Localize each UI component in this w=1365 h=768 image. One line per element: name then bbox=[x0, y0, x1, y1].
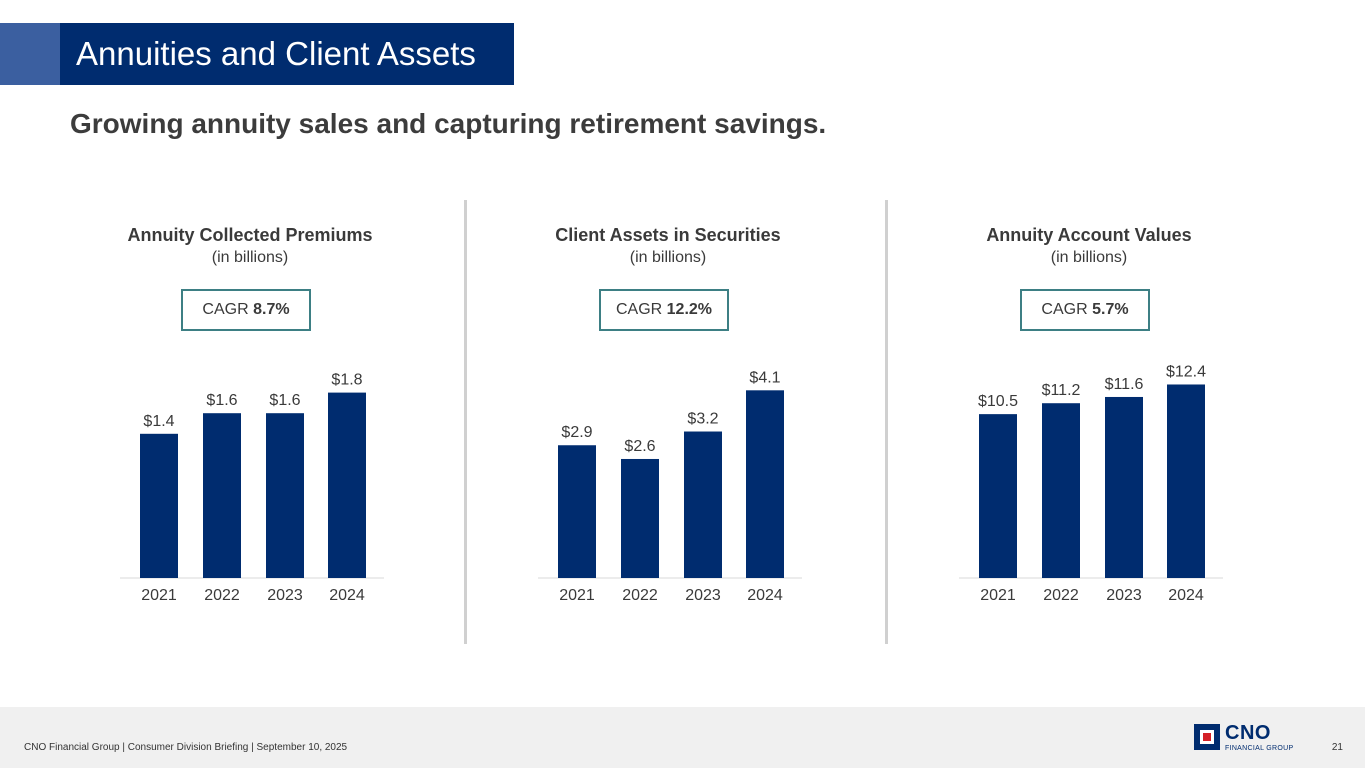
slide-subtitle: Growing annuity sales and capturing reti… bbox=[70, 108, 827, 139]
bar-chart: $10.5 2021 $11.2 2022 $11.6 2023 $12.4 2024 bbox=[959, 363, 1223, 604]
data-label: $1.6 bbox=[206, 392, 237, 409]
chart-panel-account-values: Annuity Account Values (in billions) CAG… bbox=[879, 222, 1299, 622]
x-tick-label: 2023 bbox=[1106, 587, 1142, 604]
chart-title: Annuity Account Values bbox=[986, 225, 1192, 245]
chart-panel-client-assets: Client Assets in Securities (in billions… bbox=[458, 222, 878, 622]
x-tick-label: 2024 bbox=[747, 587, 783, 604]
bar-2024 bbox=[328, 392, 366, 578]
cagr-value: 5.7% bbox=[1092, 301, 1129, 318]
chart-title: Annuity Collected Premiums bbox=[127, 225, 373, 245]
x-tick-label: 2022 bbox=[622, 587, 658, 604]
cagr-label: CAGR bbox=[1041, 301, 1088, 318]
footer-text: CNO Financial Group | Consumer Division … bbox=[24, 742, 348, 753]
data-label: $1.8 bbox=[331, 372, 362, 389]
x-tick-label: 2021 bbox=[559, 587, 595, 604]
page-number: 21 bbox=[1331, 742, 1343, 753]
cagr-box: CAGR 5.7% bbox=[1020, 289, 1150, 331]
chart-subtitle: (in billions) bbox=[1050, 249, 1128, 266]
data-label: $11.6 bbox=[1105, 376, 1144, 393]
cagr-label: CAGR bbox=[202, 301, 249, 318]
x-tick-label: 2021 bbox=[980, 587, 1016, 604]
x-tick-label: 2024 bbox=[329, 587, 365, 604]
logo-subtitle: FINANCIAL GROUP bbox=[1225, 745, 1294, 752]
cno-logo-icon bbox=[1194, 724, 1220, 750]
cagr-box: CAGR 8.7% bbox=[181, 289, 311, 331]
cagr-box: CAGR 12.2% bbox=[599, 289, 729, 331]
chart-subtitle: (in billions) bbox=[629, 249, 707, 266]
title-accent-block bbox=[0, 23, 60, 85]
bar-chart: $2.9 2021 $2.6 2022 $3.2 2023 $4.1 2024 bbox=[538, 369, 802, 604]
x-tick-label: 2022 bbox=[204, 587, 240, 604]
chart-subtitle: (in billions) bbox=[211, 249, 289, 266]
data-label: $10.5 bbox=[978, 393, 1018, 410]
data-label: $11.2 bbox=[1042, 382, 1081, 399]
data-label: $4.1 bbox=[749, 369, 780, 386]
bar-2023 bbox=[1105, 396, 1143, 578]
cagr-value: 12.2% bbox=[666, 301, 713, 318]
cagr-value: 8.7% bbox=[253, 301, 290, 318]
bar-2023 bbox=[684, 431, 722, 578]
bar-chart: $1.4 2021 $1.6 2022 $1.6 2023 $1.8 2024 bbox=[120, 372, 384, 604]
data-label: $3.2 bbox=[687, 411, 718, 428]
bar-2021 bbox=[979, 414, 1017, 578]
bar-2021 bbox=[140, 433, 178, 578]
x-tick-label: 2023 bbox=[267, 587, 303, 604]
x-tick-label: 2023 bbox=[685, 587, 721, 604]
divider-left bbox=[464, 200, 467, 644]
cagr-label: CAGR bbox=[615, 301, 663, 318]
data-label: $12.4 bbox=[1166, 363, 1206, 380]
cno-logo: CNO FINANCIAL GROUP bbox=[1194, 722, 1300, 754]
divider-right bbox=[885, 200, 888, 644]
chart-panel-annuity-premiums: Annuity Collected Premiums (in billions)… bbox=[40, 222, 460, 622]
bar-2023 bbox=[266, 413, 304, 578]
x-tick-label: 2021 bbox=[141, 587, 177, 604]
bar-2024 bbox=[746, 390, 784, 578]
slide-title: Annuities and Client Assets bbox=[60, 23, 514, 85]
data-label: $2.6 bbox=[624, 438, 655, 455]
bar-2024 bbox=[1167, 384, 1205, 578]
bar-2021 bbox=[558, 445, 596, 578]
bar-2022 bbox=[1042, 403, 1080, 578]
data-label: $1.4 bbox=[143, 413, 174, 430]
chart-title: Client Assets in Securities bbox=[555, 225, 781, 245]
data-label: $1.6 bbox=[269, 392, 300, 409]
x-tick-label: 2024 bbox=[1168, 587, 1204, 604]
bar-2022 bbox=[621, 458, 659, 578]
bar-2022 bbox=[203, 413, 241, 578]
x-tick-label: 2022 bbox=[1043, 587, 1079, 604]
data-label: $2.9 bbox=[561, 424, 592, 441]
footer-bar bbox=[0, 707, 1365, 768]
logo-name: CNO bbox=[1225, 722, 1271, 744]
